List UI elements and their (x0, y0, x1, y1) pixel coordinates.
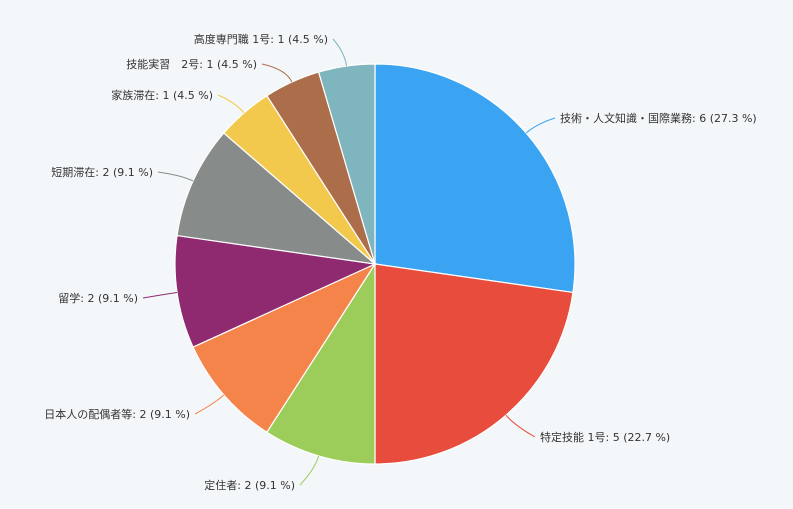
leader-line (505, 414, 536, 438)
slice-data-label: 定住者: 2 (9.1 %) (204, 478, 295, 492)
slice-data-label: 特定技能 1号: 5 (22.7 %) (540, 430, 670, 444)
leader-line (299, 455, 320, 486)
slice-data-label: 技術・人文知識・国際業務: 6 (27.3 %) (560, 111, 757, 125)
leader-line (525, 117, 556, 134)
leader-line (157, 171, 194, 182)
slice-data-label: 留学: 2 (9.1 %) (58, 291, 138, 305)
pie-slice[interactable] (176, 132, 377, 265)
slice-data-label: 家族滞在: 1 (4.5 %) (111, 88, 213, 102)
pie-slice[interactable] (374, 63, 576, 294)
pie-slice[interactable] (317, 63, 376, 265)
leader-line (142, 291, 178, 299)
leader-line (194, 394, 225, 415)
slice-data-label: 短期滞在: 2 (9.1 %) (51, 165, 153, 179)
leader-line (261, 63, 293, 83)
leader-lines-layer (142, 38, 556, 486)
slices-layer (174, 63, 576, 465)
slice-data-label: 高度専門職 1号: 1 (4.5 %) (194, 32, 328, 46)
slice-data-label: 技能実習 2号: 1 (4.5 %) (126, 57, 257, 71)
slice-data-label: 日本人の配偶者等: 2 (9.1 %) (44, 407, 190, 421)
pie-slice[interactable] (374, 263, 574, 465)
labels-layer: 技術・人文知識・国際業務: 6 (27.3 %) 特定技能 1号: 5 (22.7… (44, 32, 756, 492)
leader-line (217, 94, 245, 114)
leader-line (332, 38, 348, 67)
pie-slice[interactable] (266, 261, 376, 465)
